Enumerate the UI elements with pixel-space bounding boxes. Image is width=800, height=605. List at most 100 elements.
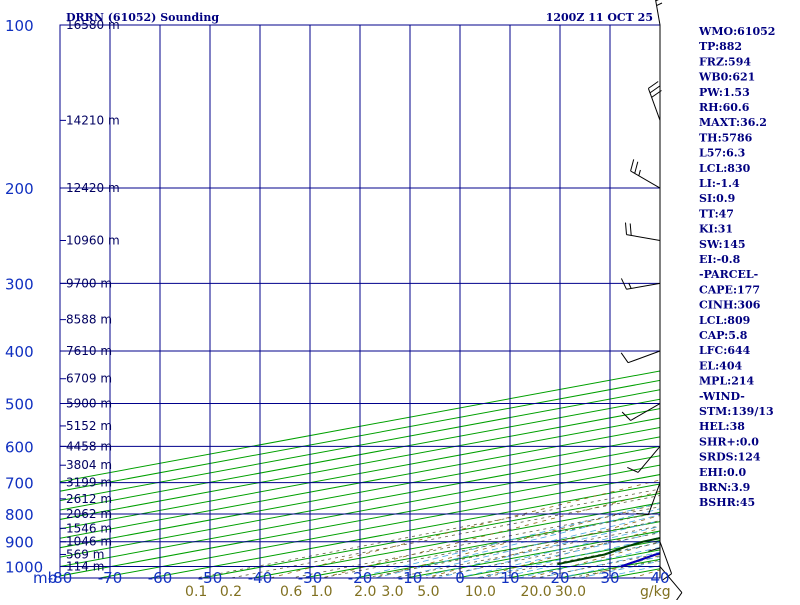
height-label: 5152 m	[66, 419, 112, 433]
height-label: 1546 m	[66, 521, 112, 535]
mixing-ratio-line	[480, 446, 800, 578]
moist-adiabat-line	[579, 188, 800, 578]
isotherm-line	[0, 25, 800, 578]
mixing-ratio-tick-label: 3.0	[381, 584, 403, 600]
mixing-ratio-tick-label: 5.0	[417, 584, 439, 600]
sounding-index-value: EI:-0.8	[699, 253, 741, 266]
mixing-ratio-tick-label: 10.0	[465, 584, 496, 600]
sounding-index-value: WMO:61052	[698, 25, 775, 38]
sounding-index-value: EL:404	[699, 359, 742, 372]
isotherms	[0, 25, 800, 578]
moist-adiabat-line	[498, 188, 800, 578]
isotherm-line	[0, 25, 800, 578]
height-label: 12420 m	[66, 181, 120, 195]
mixing-ratio-tick-label: 0.1	[185, 584, 207, 600]
sounding-index-value: STM:139/13	[699, 405, 774, 418]
isotherm-line	[0, 25, 800, 578]
height-label: 2612 m	[66, 492, 112, 506]
sounding-index-value: PW:1.53	[699, 86, 750, 99]
mixing-ratio-unit-label: g/kg	[640, 584, 671, 600]
mixing-ratio-tick-label: 30.0	[555, 584, 586, 600]
height-label: 3199 m	[66, 476, 112, 490]
wind-barb	[621, 351, 660, 363]
isotherm-line	[559, 25, 800, 578]
height-label: 7610 m	[66, 344, 112, 358]
pressure-tick-label: 400	[5, 343, 34, 361]
dry-adiabat-line	[787, 25, 800, 578]
mixing-ratio-tick-label: 0.2	[220, 584, 242, 600]
sounding-index-value: CAPE:177	[699, 283, 760, 296]
isotherm-line	[0, 25, 800, 578]
sounding-index-value: SRDS:124	[699, 451, 761, 464]
isotherm-line	[49, 25, 800, 578]
sounding-index-value: TH:5786	[699, 131, 753, 144]
sounding-index-value: CINH:306	[699, 299, 761, 312]
sounding-index-value: BSHR:45	[699, 496, 755, 509]
height-label: 3804 m	[66, 458, 112, 472]
isobars	[60, 25, 660, 578]
sounding-index-value: L57:6.3	[699, 147, 745, 160]
sounding-index-value: SW:145	[699, 238, 746, 251]
pressure-tick-label: 100	[5, 17, 34, 35]
height-label: 2062 m	[66, 507, 112, 521]
sounding-index-value: -PARCEL-	[699, 268, 758, 281]
isotherm-line	[0, 25, 800, 578]
mixing-ratio-tick-label: 2.0	[354, 584, 376, 600]
isotherm-line	[0, 25, 800, 578]
height-label: 9700 m	[66, 276, 112, 290]
sounding-index-value: SI:0.9	[699, 192, 735, 205]
isotherm-line	[0, 25, 800, 578]
sounding-index-value: KI:31	[699, 223, 733, 236]
dry-adiabat-line	[581, 25, 800, 578]
sounding-indices-panel: WMO:61052 TP:882 FRZ:594 WB0:621 PW:1.53 RH:6…	[698, 25, 775, 509]
height-label: 8588 m	[66, 313, 112, 327]
sounding-index-value: TP:882	[699, 40, 742, 53]
temperature-tick-label: 10	[500, 569, 519, 587]
temperature-tick-label: 0	[455, 569, 465, 587]
sounding-index-value: LCL:809	[699, 314, 750, 327]
sounding-index-value: RH:60.6	[699, 101, 750, 114]
sounding-index-value: -WIND-	[699, 390, 745, 403]
height-label: 14210 m	[66, 113, 120, 127]
height-label: 10960 m	[66, 233, 120, 247]
height-label: 114 m	[66, 560, 104, 574]
isotherm-line	[0, 25, 800, 578]
height-label: 6709 m	[66, 372, 112, 386]
sounding-index-value: FRZ:594	[699, 55, 751, 68]
height-label: 5900 m	[66, 397, 112, 411]
pressure-tick-label: 800	[5, 506, 34, 524]
wind-barb	[626, 223, 661, 241]
pressure-tick-label: 500	[5, 396, 34, 414]
sounding-index-value: HEL:38	[699, 420, 745, 433]
temperature-tick-label: -40	[248, 569, 273, 587]
pressure-tick-label: 900	[5, 534, 34, 552]
wind-barb	[654, 0, 667, 25]
mixing-ratio-tick-label: 1.0	[310, 584, 332, 600]
sounding-index-value: TT:47	[699, 207, 734, 220]
isotherm-line	[0, 25, 800, 578]
sounding-index-value: LI:-1.4	[699, 177, 740, 190]
sounding-index-value: SHR+:0.0	[699, 435, 759, 448]
temperature-tick-label: 30	[600, 569, 619, 587]
pressure-tick-label: 300	[5, 275, 34, 293]
sounding-index-value: LCL:830	[699, 162, 751, 175]
chart-title: DRRN (61052) Sounding	[66, 11, 219, 24]
pressure-unit-label: mb	[33, 569, 57, 587]
mixing-ratio-line	[536, 446, 800, 578]
chart-time: 1200Z 11 OCT 25	[546, 11, 653, 24]
sounding-index-value: CAP:5.8	[699, 329, 748, 342]
sounding-index-value: BRN:3.9	[699, 481, 750, 494]
moist-adiabat-line	[539, 188, 800, 578]
sounding-index-value: LFC:644	[699, 344, 751, 357]
pressure-tick-label: 200	[5, 180, 34, 198]
sounding-index-value: WB0:621	[698, 71, 755, 84]
isotherm-line	[100, 25, 800, 578]
profile-lines	[557, 25, 800, 567]
isotherm-line	[0, 25, 800, 578]
height-label: 4458 m	[66, 439, 112, 453]
pressure-tick-label: 600	[5, 438, 34, 456]
dewpoint-profile-line	[557, 87, 800, 565]
mixing-ratio-tick-label: 0.6	[280, 584, 302, 600]
